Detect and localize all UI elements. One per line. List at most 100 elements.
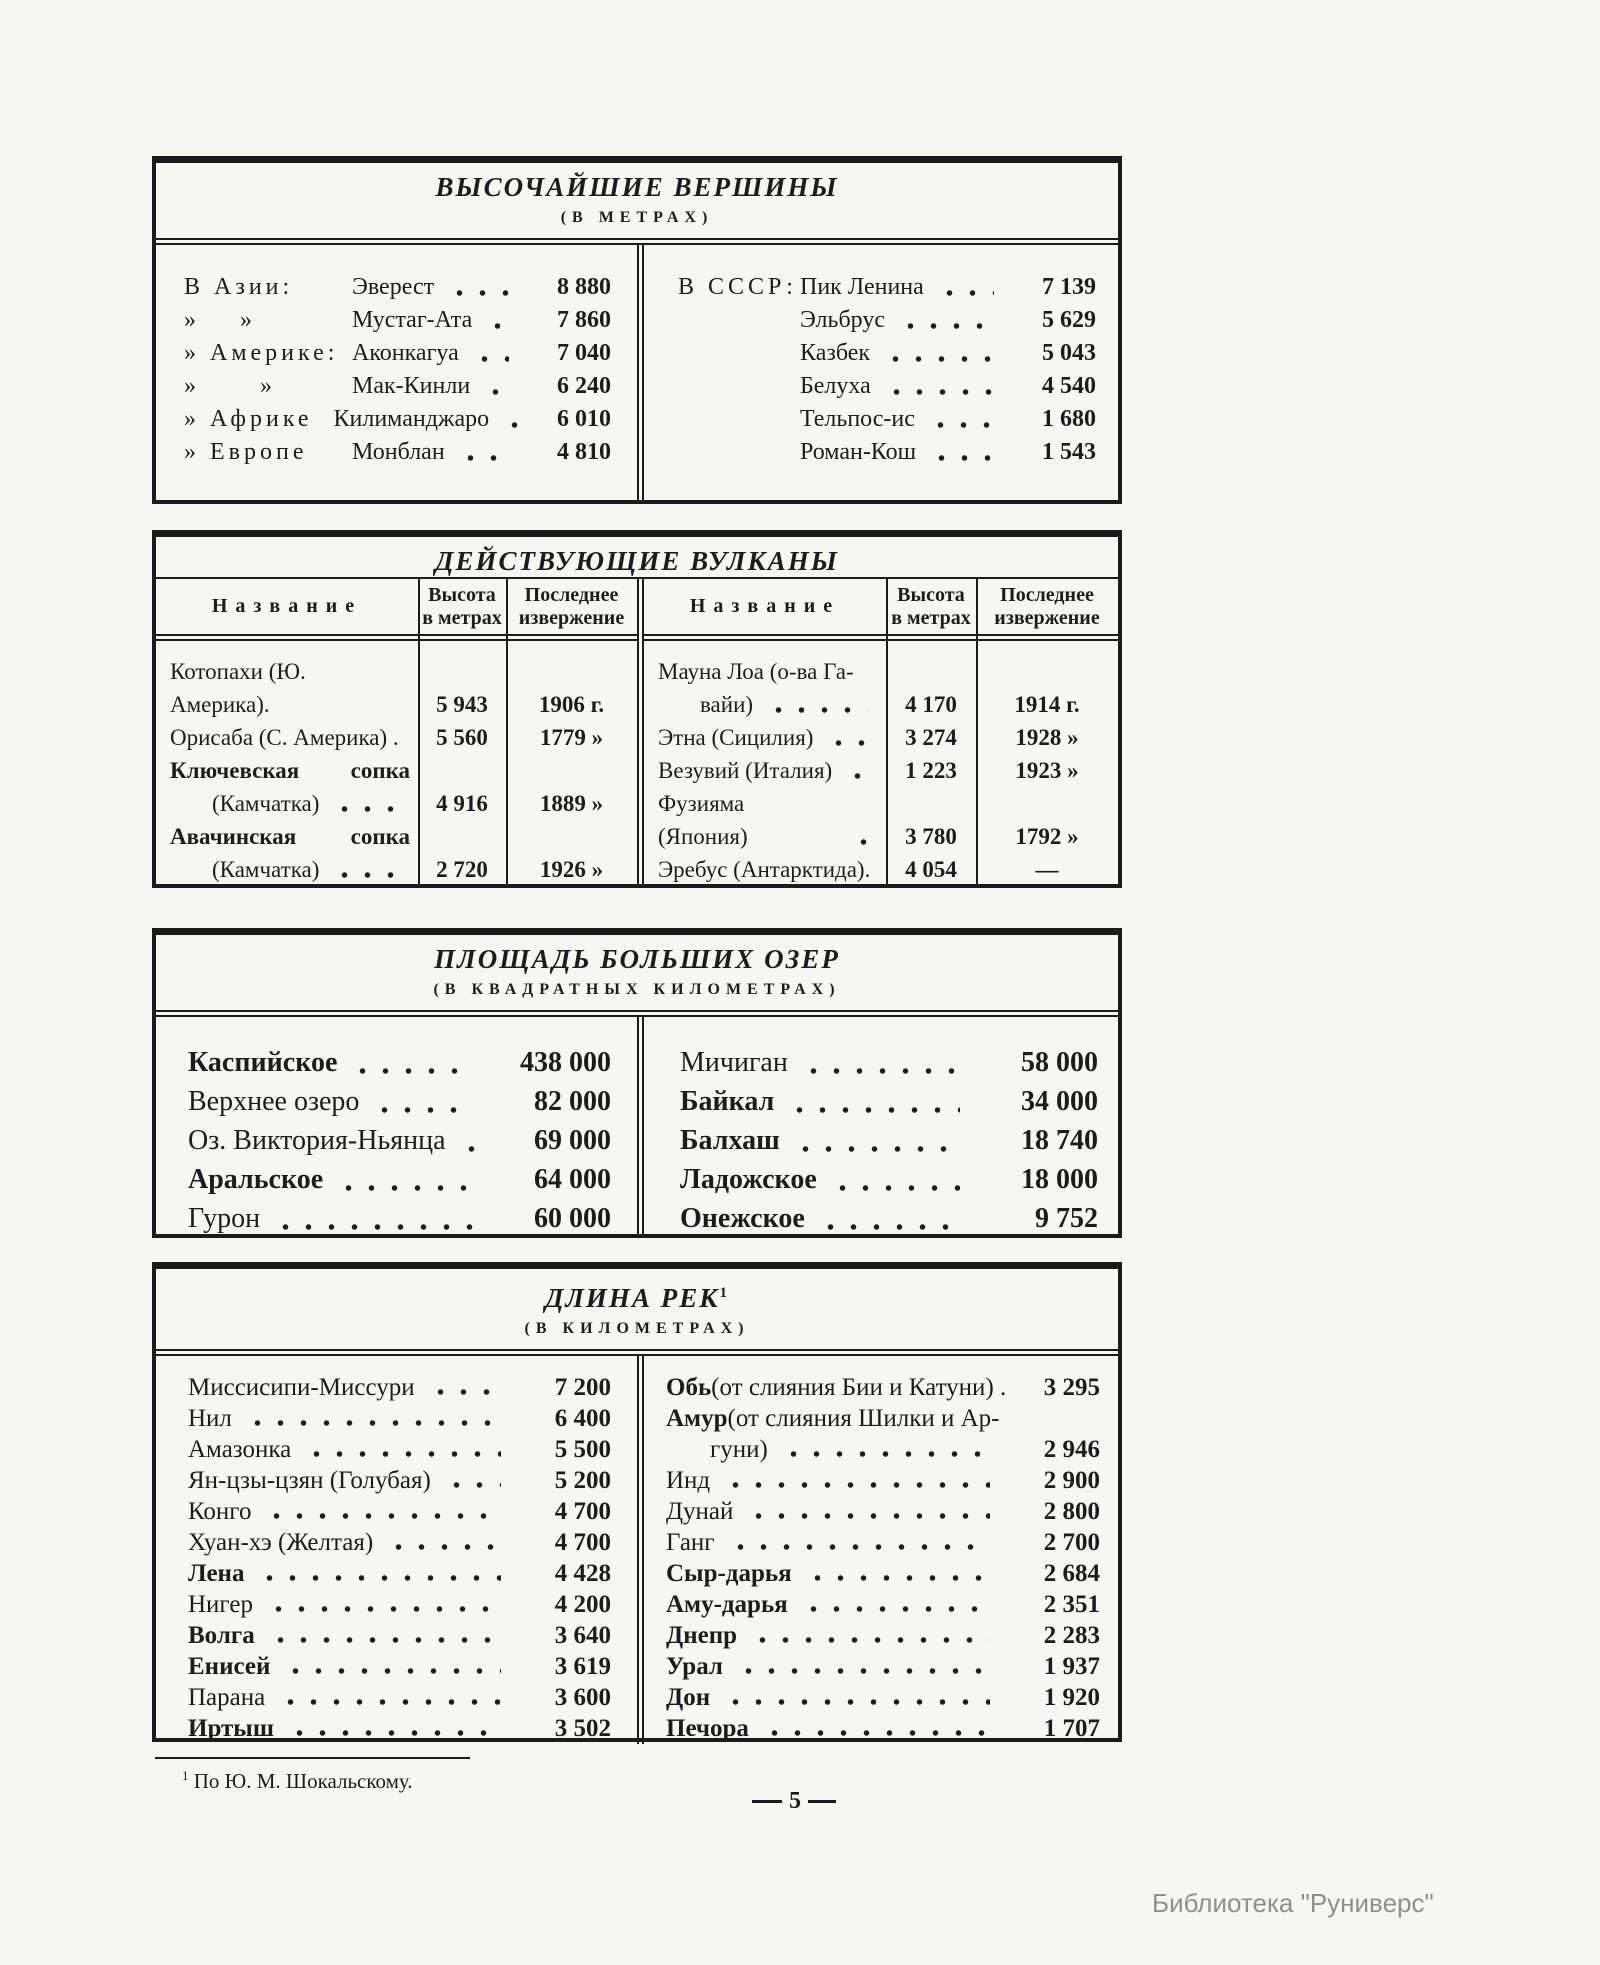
lake-row-name: Ладожское (680, 1164, 817, 1195)
footnote-rule (155, 1757, 470, 1759)
dot-leader (897, 322, 994, 330)
region-label: В Азии: (184, 274, 294, 300)
river-row: Иртыш 3 502 (188, 1713, 611, 1744)
lake-row-value: 18 740 (1021, 1125, 1098, 1156)
river-row-value: 4 700 (554, 1498, 611, 1525)
table-title: ПЛОЩАДЬ БОЛЬШИХ ОЗЕР (434, 944, 840, 974)
volcano-eruption-value: 1926 » (539, 857, 604, 882)
dot-leader (331, 805, 400, 813)
dot-leader (745, 1512, 990, 1520)
river-row-value: 4 428 (554, 1560, 611, 1587)
peak-name: Эльбрус (800, 307, 885, 333)
river-row-name: Нигер (188, 1591, 253, 1618)
river-row: Сыр-дарья 2 684 (666, 1558, 1100, 1589)
dot-leader (266, 1636, 501, 1644)
peak-name: Пик Ленина (800, 274, 924, 300)
dot-leader (722, 1481, 990, 1489)
river-row-value: 5 200 (554, 1467, 611, 1494)
dot-leader (765, 706, 868, 714)
peak-height-value: 1 543 (1042, 439, 1096, 465)
volcano-name: Мауна Лоа (о-ва Га-вайи) (644, 655, 886, 721)
dot-leader (850, 838, 868, 846)
river-row-name: Конго (188, 1498, 252, 1525)
dot-leader (303, 1450, 501, 1458)
river-row-name: Нил (188, 1405, 232, 1432)
lake-row-value: 9 752 (1035, 1203, 1098, 1234)
dot-leader (779, 1450, 990, 1458)
river-row-value: 4 700 (554, 1529, 611, 1556)
rivers-right-column: Обь (от слияния Бии и Катуни) .3 295 Амур… (637, 1356, 1118, 1744)
region-label: В СССР: (678, 274, 797, 300)
river-row-value: 3 502 (554, 1715, 611, 1742)
volcano-row: Этна (Сицилия) 3 274 1928 » (644, 721, 1118, 754)
lake-row-name: Байкал (680, 1086, 775, 1117)
volcano-eruption-value: 1923 » (1015, 758, 1079, 783)
peak-row: Роман-Кош 1 543 (678, 436, 1096, 469)
river-row: Дон 1 920 (666, 1682, 1100, 1713)
river-row-value: 6 400 (554, 1405, 611, 1432)
peaks-column-ussr: В СССР: Пик Ленина 7 139 Эльбрус 5 629 Казбек… (637, 245, 1118, 500)
page-number-dash (808, 1800, 836, 1803)
lake-row: Байкал 34 000 (680, 1082, 1098, 1121)
lake-row-name: Мичиган (680, 1047, 788, 1078)
volcano-header-row: Название Высота в метрах Последнее извер… (644, 579, 1118, 641)
dot-leader (928, 454, 994, 462)
river-row-value: 1 920 (1043, 1684, 1100, 1711)
volcano-eruption-value: 1906 г. (538, 692, 605, 717)
volcano-row: Фузияма (Япония) 3 780 1792 » (644, 787, 1118, 853)
volcano-height-value: 4 054 (905, 857, 957, 882)
volcano-rows: Мауна Лоа (о-ва Га-вайи) 4 170 1914 г. Этна… (644, 641, 1118, 886)
table-highest-peaks: ВЫСОЧАЙШИЕ ВЕРШИНЫ (В МЕТРАХ) В Азии: Эве… (152, 156, 1122, 504)
dot-leader (446, 289, 509, 297)
dot-leader (371, 1106, 473, 1114)
volcano-name: Ключевская сопка (Камчатка) (156, 754, 418, 820)
peak-row: Эльбрус 5 629 (678, 304, 1096, 337)
lakes-left-column: Каспийское 438 000 Верхнее озеро 82 000 Оз. … (156, 1017, 637, 1238)
table-subtitle: (В МЕТРАХ) (560, 209, 714, 226)
river-row-name: Дунай (666, 1498, 734, 1525)
volcano-height-value: 2 720 (436, 857, 488, 882)
river-row: Амазонка 5 500 (188, 1434, 611, 1465)
column-header-name: Название (211, 595, 363, 617)
river-row-value: 4 200 (554, 1591, 611, 1618)
dot-leader (786, 1106, 960, 1114)
peak-name: Килиманджаро (333, 406, 490, 432)
volcano-eruption-value: 1928 » (1015, 725, 1079, 750)
volcano-eruption-value: 1792 » (1015, 824, 1079, 849)
river-row-value: 5 500 (554, 1436, 611, 1463)
river-row-name: Парана (188, 1684, 266, 1711)
volcano-height-value: 3 274 (905, 725, 957, 750)
table-active-volcanoes: ДЕЙСТВУЮЩИЕ ВУЛКАНЫ Название Высота в ме… (152, 530, 1122, 888)
lake-row-name: Гурон (188, 1203, 261, 1234)
dot-leader (349, 1067, 473, 1075)
lake-row: Ладожское 18 000 (680, 1160, 1098, 1199)
lake-row-value: 438 000 (520, 1047, 611, 1078)
river-row: Конго 4 700 (188, 1496, 611, 1527)
peak-name: Белуха (800, 373, 871, 399)
peak-row: Белуха 4 540 (678, 370, 1096, 403)
volcano-eruption-value: — (1035, 857, 1059, 882)
lake-row: Каспийское 438 000 (188, 1043, 611, 1082)
peak-row: Казбек 5 043 (678, 337, 1096, 370)
region-label: » » (184, 373, 276, 399)
volcano-row: Котопахи (Ю. Америка). 5 943 1906 г. (156, 655, 637, 721)
table-river-lengths: ДЛИНА РЕК1 (В КИЛОМЕТРАХ) Миссисипи-Мисс… (152, 1262, 1122, 1744)
peak-name: Эверест (352, 274, 435, 300)
table-lake-areas: ПЛОЩАДЬ БОЛЬШИХ ОЗЕР (В КВАДРАТНЫХ КИЛОМ… (152, 928, 1122, 1238)
peak-name: Казбек (800, 340, 871, 366)
river-row-value: 2 946 (1043, 1436, 1100, 1463)
river-row-name: Ганг (666, 1529, 715, 1556)
lake-row-name: Каспийское (188, 1047, 338, 1078)
footnote: 1 По Ю. М. Шокальскому. (182, 1768, 413, 1793)
lake-row-name: Оз. Виктория-Ньянца (188, 1125, 446, 1156)
peak-name: Роман-Кош (800, 439, 917, 465)
dot-leader (760, 1729, 990, 1737)
dot-leader (935, 289, 994, 297)
table-subtitle: (В КВАДРАТНЫХ КИЛОМЕТРАХ) (433, 981, 841, 998)
volcano-name-line: Ключевская сопка (170, 758, 410, 783)
river-row-name: Иртыш (188, 1715, 274, 1742)
volcano-name: Этна (Сицилия) (644, 721, 886, 754)
dot-leader (844, 772, 868, 780)
river-row: Енисей 3 619 (188, 1651, 611, 1682)
volcano-height-value: 4 170 (905, 692, 957, 717)
